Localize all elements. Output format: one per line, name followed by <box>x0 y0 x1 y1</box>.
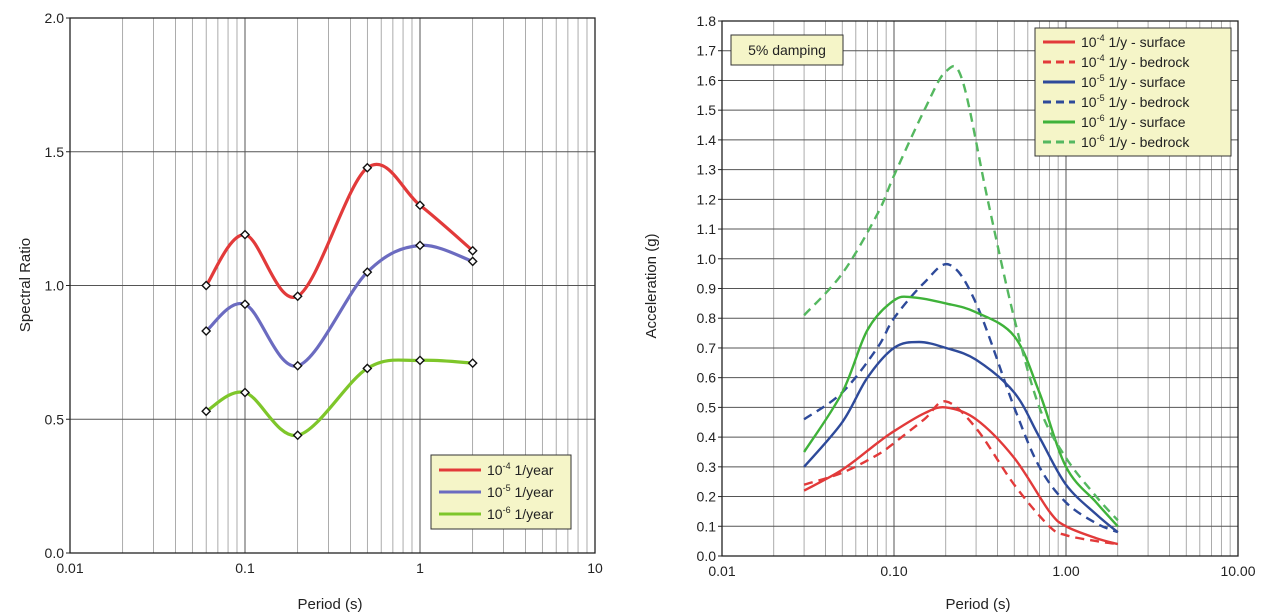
chart1-ylabel: Spectral Ratio <box>17 238 34 332</box>
chart2-legend-label: 10-4 1/y - bedrock <box>1081 53 1190 70</box>
chart2-xlabel: Period (s) <box>945 596 1010 613</box>
chart2-annotation-box <box>730 34 844 66</box>
chart2-legend-label: 10-6 1/y - bedrock <box>1081 133 1190 150</box>
chart2-xtick-label: 1.00 <box>1052 563 1079 579</box>
chart1-data-point <box>415 200 425 211</box>
chart1-legend-label: 10-6 1/year <box>487 505 554 522</box>
chart2-ytick-label: 1.4 <box>697 132 717 148</box>
chart2-annotation: 5% damping <box>730 34 844 66</box>
chart2-ytick-label: 0.3 <box>697 459 717 475</box>
chart1-ytick-label: 2.0 <box>45 10 65 26</box>
chart2-ytick-label: 1.2 <box>697 191 717 207</box>
chart1-data-point <box>201 280 212 291</box>
chart2-xtick-label: 0.10 <box>880 563 907 579</box>
chart1-xtick-label: 0.1 <box>235 560 255 576</box>
chart2-series-line-4 <box>803 295 1119 528</box>
chart1-data-point <box>201 406 212 417</box>
chart2-series-line-5 <box>803 64 1119 522</box>
chart2-ytick-label: 0.8 <box>697 310 717 326</box>
chart2-ytick-label: 0.5 <box>697 399 717 415</box>
chart1-data-point <box>292 430 303 441</box>
chart1-ytick-label: 1.0 <box>45 278 65 294</box>
chart2-series-line-2 <box>803 340 1119 534</box>
chart1-ytick-label: 0.0 <box>45 545 65 561</box>
chart2-ytick-label: 1.8 <box>697 13 717 29</box>
chart2-ylabel: Acceleration (g) <box>643 233 660 338</box>
chart2-ytick-label: 0.0 <box>697 548 717 564</box>
chart2-ytick-label: 0.9 <box>697 281 717 297</box>
chart1-data-point <box>240 299 250 310</box>
chart2-ytick-label: 1.0 <box>697 251 717 267</box>
chart2-ytick-label: 0.7 <box>697 340 717 356</box>
chart2-legend-label: 10-4 1/y - surface <box>1081 33 1186 50</box>
chart1-data-point <box>467 358 478 369</box>
chart1-data-point <box>362 267 373 278</box>
chart1-ytick-label: 1.5 <box>45 144 65 160</box>
chart2-series-line-1 <box>803 400 1118 546</box>
chart1-data-point <box>240 229 250 240</box>
chart2-xtick-label: 10.00 <box>1220 563 1255 579</box>
chart1-data-point <box>467 256 478 267</box>
chart1-xlabel: Period (s) <box>297 596 362 613</box>
chart2-xtick-label: 0.01 <box>708 563 735 579</box>
chart2-annotation-text: 5% damping <box>748 42 826 58</box>
acceleration-chart: Acceleration (g) Period (s) 0.0 0.1 0.2 0.3… <box>643 13 1256 613</box>
chart1-data-point <box>292 360 303 371</box>
chart2-legend-label: 10-5 1/y - surface <box>1081 73 1186 90</box>
chart1-data-point <box>467 245 478 256</box>
chart1-xtick-label: 1 <box>416 560 424 576</box>
chart2-ytick-label: 1.1 <box>697 221 717 237</box>
chart1-data-point <box>415 355 425 366</box>
chart2-ytick-label: 0.1 <box>697 518 717 534</box>
chart2-ytick-label: 1.3 <box>697 162 717 178</box>
chart1-xtick-label: 0.01 <box>56 560 83 576</box>
chart2-ytick-label: 1.6 <box>697 72 717 88</box>
chart1-data-point <box>415 240 425 251</box>
chart1-data-point <box>292 291 303 302</box>
spectral-ratio-chart: Spectral Ratio Period (s) 0.0 0.5 1.0 1.5 2.… <box>17 10 603 613</box>
chart2-legend-label: 10-6 1/y - surface <box>1081 113 1186 130</box>
chart1-legend-label: 10-5 1/year <box>487 483 554 500</box>
chart2-ytick-label: 0.2 <box>697 489 717 505</box>
chart1-legend: 10-4 1/year 10-5 1/year 10-6 1/year <box>430 454 572 530</box>
chart1-series-line-0 <box>204 162 474 299</box>
chart1-data-point <box>362 162 373 173</box>
chart1-data-point <box>240 387 250 398</box>
chart2-ytick-label: 0.4 <box>697 429 717 445</box>
chart2-legend: 10-4 1/y - surface 10-4 1/y - bedrock 10-5… <box>1034 27 1232 157</box>
chart2-ytick-label: 1.5 <box>697 102 717 118</box>
chart1-xtick-label: 10 <box>587 560 603 576</box>
chart1-ytick-label: 0.5 <box>45 411 65 427</box>
chart1-data-point <box>362 363 373 374</box>
chart2-legend-box <box>1034 27 1232 157</box>
chart2-series-line-3 <box>803 262 1119 534</box>
chart1-series-line-2 <box>205 358 473 437</box>
chart2-legend-label: 10-5 1/y - bedrock <box>1081 93 1190 110</box>
chart1-legend-label: 10-4 1/year <box>487 461 554 478</box>
chart2-ytick-label: 1.7 <box>697 43 717 59</box>
chart2-ytick-label: 0.6 <box>697 370 717 386</box>
chart1-data-point <box>201 325 212 336</box>
